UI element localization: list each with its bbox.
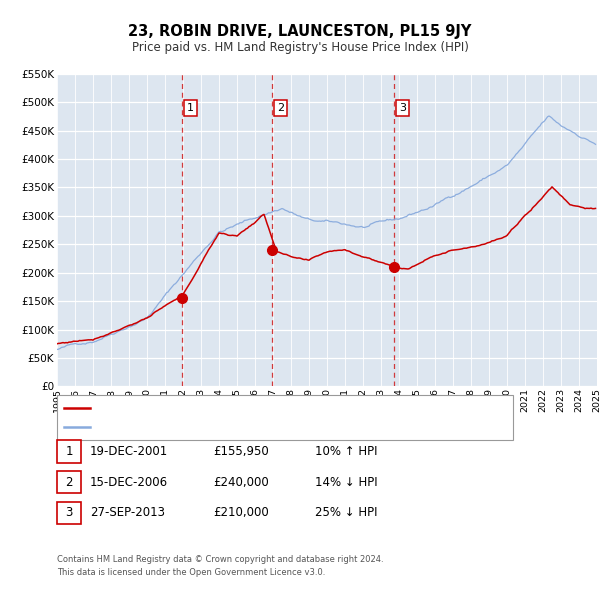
Text: 2: 2 <box>277 103 284 113</box>
Text: 10% ↑ HPI: 10% ↑ HPI <box>315 445 377 458</box>
Text: This data is licensed under the Open Government Licence v3.0.: This data is licensed under the Open Gov… <box>57 568 325 577</box>
Text: 19-DEC-2001: 19-DEC-2001 <box>90 445 168 458</box>
Text: 3: 3 <box>65 506 73 519</box>
Text: 25% ↓ HPI: 25% ↓ HPI <box>315 506 377 519</box>
Text: Price paid vs. HM Land Registry's House Price Index (HPI): Price paid vs. HM Land Registry's House … <box>131 41 469 54</box>
Text: 2: 2 <box>65 476 73 489</box>
Text: £240,000: £240,000 <box>213 476 269 489</box>
Text: HPI: Average price, detached house, Cornwall: HPI: Average price, detached house, Corn… <box>95 422 333 432</box>
Text: 23, ROBIN DRIVE, LAUNCESTON, PL15 9JY: 23, ROBIN DRIVE, LAUNCESTON, PL15 9JY <box>128 24 472 38</box>
Text: Contains HM Land Registry data © Crown copyright and database right 2024.: Contains HM Land Registry data © Crown c… <box>57 555 383 563</box>
Text: £210,000: £210,000 <box>213 506 269 519</box>
Text: 3: 3 <box>399 103 406 113</box>
Text: 14% ↓ HPI: 14% ↓ HPI <box>315 476 377 489</box>
Text: 27-SEP-2013: 27-SEP-2013 <box>90 506 165 519</box>
Text: £155,950: £155,950 <box>213 445 269 458</box>
Text: 1: 1 <box>187 103 194 113</box>
Text: 1: 1 <box>65 445 73 458</box>
Text: 15-DEC-2006: 15-DEC-2006 <box>90 476 168 489</box>
Text: 23, ROBIN DRIVE, LAUNCESTON, PL15 9JY (detached house): 23, ROBIN DRIVE, LAUNCESTON, PL15 9JY (d… <box>95 403 407 412</box>
